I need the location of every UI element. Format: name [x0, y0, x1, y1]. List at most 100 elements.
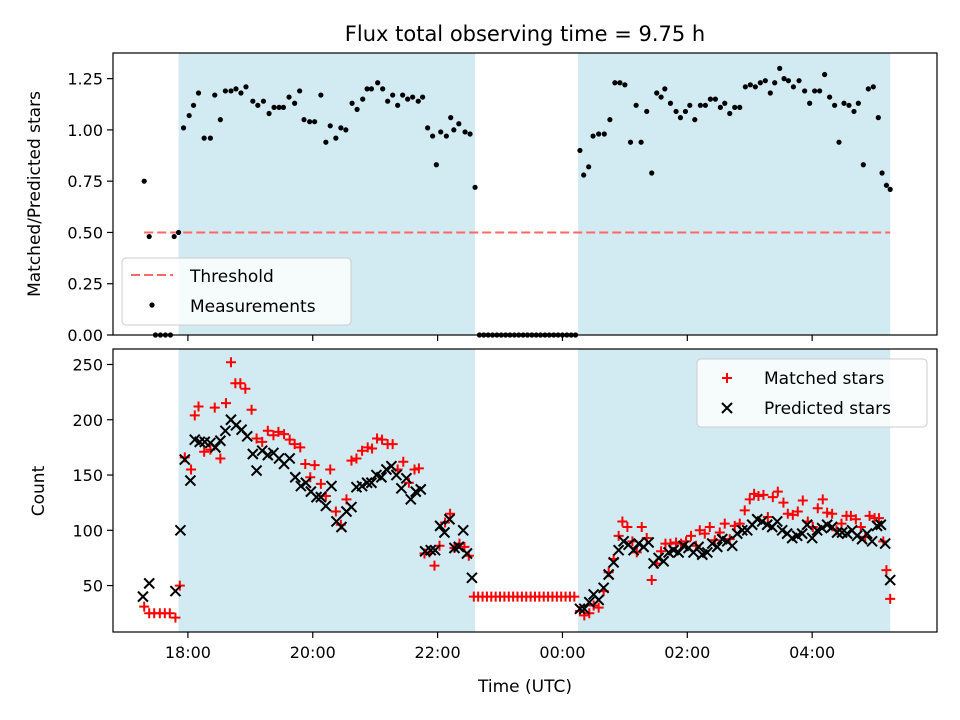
measurement-point [767, 90, 773, 96]
measurement-point [190, 102, 197, 108]
predicted-star-point [602, 568, 615, 581]
predicted-star-point [607, 556, 620, 569]
predicted-star-point [214, 435, 227, 447]
predicted-star-point [453, 541, 465, 553]
measurement-point [841, 100, 847, 106]
ratio-y-tick-label: 0.75 [67, 172, 103, 191]
matched-star-point [753, 491, 764, 502]
count-axes: 50 100 150 200 250 18:00 20:00 22:00 00:00 02:00 0… [72, 348, 938, 662]
measurement-point [790, 84, 797, 90]
matched-star-point [827, 508, 838, 519]
ratio-y-tick-label: 1.25 [67, 70, 103, 89]
predicted-star-point [672, 546, 685, 559]
predicted-star-point [831, 526, 843, 539]
measurement-point [590, 133, 596, 139]
measurement-point [368, 86, 375, 92]
measurement-point [425, 125, 431, 131]
measurement-point [438, 129, 444, 135]
measurement-point [410, 94, 416, 100]
measurement-point [186, 112, 192, 119]
measurement-point [385, 98, 391, 104]
predicted-star-point [320, 500, 332, 512]
x-tick-label: 18:00 [165, 643, 211, 662]
measurement-point [577, 147, 583, 154]
x-tick-label: 20:00 [290, 643, 336, 662]
measurement-point [817, 88, 823, 94]
matched-star-point [617, 516, 628, 527]
measurement-point [233, 86, 239, 92]
predicted-star-point [385, 460, 398, 472]
ratio-y-tick-label: 0.00 [67, 326, 103, 345]
matched-star-point [189, 410, 200, 421]
matched-star-point [445, 508, 456, 519]
matched-star-point [646, 575, 657, 586]
matched-star-point [279, 429, 290, 440]
measurement-point [712, 96, 718, 102]
matched-star-point [792, 506, 803, 517]
measurement-point [677, 115, 684, 121]
matched-star-point [251, 433, 262, 444]
predicted-star-point [461, 547, 473, 560]
predicted-star-point [617, 535, 630, 548]
matched-star-point [372, 433, 383, 444]
measurement-point [271, 104, 277, 110]
matched-star-point [636, 521, 647, 532]
measurement-point [855, 100, 861, 106]
measurement-point [280, 104, 287, 110]
predicted-star-point [415, 483, 427, 496]
measurement-point [390, 92, 396, 98]
predicted-star-point [652, 552, 665, 564]
matched-star-point [284, 434, 295, 445]
legend-threshold-label: Threshold [189, 267, 274, 287]
predicted-star-point [315, 491, 327, 503]
measurement-point [846, 102, 852, 108]
predicted-star-point [241, 430, 253, 443]
measurement-point [400, 92, 406, 98]
predicted-star-point [174, 524, 187, 537]
x-tick-label: 22:00 [415, 643, 461, 662]
predicted-star-point [583, 596, 596, 608]
measurement-point [742, 84, 748, 90]
measurement-point [870, 84, 876, 90]
matched-star-point [704, 521, 715, 532]
predicted-star-point [736, 524, 748, 537]
measurement-point [443, 133, 449, 139]
count-plot-frame [112, 348, 938, 633]
predicted-star-point [289, 471, 301, 483]
measurement-point [865, 86, 871, 92]
measurement-point [195, 90, 202, 96]
predicted-star-point [861, 527, 873, 540]
ratio-observing-band-1 [578, 53, 891, 335]
measurement-point [851, 108, 857, 115]
matched-star-point [429, 560, 440, 571]
predicted-star-point [400, 472, 413, 485]
legend-predicted-label: Predicted stars [764, 399, 891, 419]
x-tick-label: 00:00 [539, 643, 585, 662]
measurement-point [255, 102, 261, 108]
measurement-point [860, 162, 866, 168]
count-y-tick-label: 250 [72, 355, 103, 374]
legend-measurement-swatch [149, 302, 155, 308]
predicted-star-point [335, 521, 348, 533]
matched-star-point [357, 445, 368, 456]
predicted-star-point [295, 480, 307, 492]
measurement-point [785, 78, 792, 84]
measurement-point [662, 86, 668, 92]
count-points [137, 357, 896, 623]
measurement-point [222, 88, 228, 94]
count-legend: Matched stars Predicted stars [696, 358, 928, 428]
measurement-point [380, 86, 386, 92]
predicted-star-point [425, 544, 437, 556]
matched-star-point [593, 602, 604, 613]
measurement-point [430, 133, 436, 139]
matched-star-point [398, 456, 409, 467]
predicted-star-point [143, 577, 155, 590]
predicted-star-point [438, 526, 451, 539]
legend-matched-label: Matched stars [764, 369, 884, 389]
measurement-point [146, 233, 152, 240]
matched-star-point [686, 530, 697, 541]
measurement-point [757, 80, 763, 86]
measurement-point [312, 119, 318, 125]
measurement-point [318, 92, 324, 98]
measurement-point [141, 178, 147, 184]
